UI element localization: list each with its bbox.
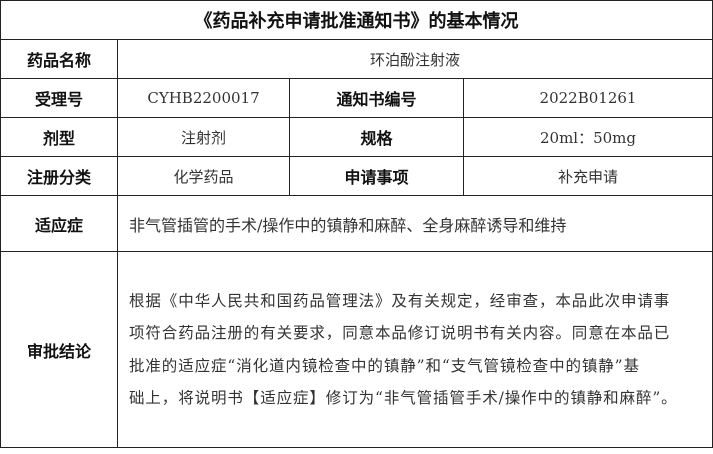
drug-name-label: 药品名称 [0,39,118,79]
registration-class-label: 注册分类 [0,156,118,196]
acceptance-no-value: CYHB2200017 [117,78,290,118]
conclusion-label: 审批结论 [0,251,118,448]
indication-value: 非气管插管的手术/操作中的镇静和麻醉、全身麻醉诱导和维持 [117,195,713,252]
dosage-form-value: 注射剂 [117,117,290,157]
conclusion-line: 根据《中华人民共和国药品管理法》及有关规定，经审查，本品此次申请事 [129,291,671,310]
specification-value: 20ml：50mg [463,117,713,157]
notice-no-value: 2022B01261 [463,78,713,118]
conclusion-line: 项符合药品注册的有关要求，同意本品修订说明书有关内容。同意在本品已 [129,324,671,342]
specification-label: 规格 [289,117,464,157]
drug-name-value: 环泊酚注射液 [117,39,713,79]
conclusion-line: 批准的适应症“消化道内镜检查中的镇静”和“支气管镜检查中的镇静”基 [129,356,640,375]
conclusion-line: 础上，将说明书【适应症】修订为“非气管插管手术/操作中的镇静和麻醉”。 [129,389,678,407]
acceptance-no-label: 受理号 [0,78,118,118]
application-item-value: 补充申请 [463,156,713,196]
table-title: 《药品补充申请批准通知书》的基本情况 [0,0,713,40]
notice-no-label: 通知书编号 [289,78,464,118]
indication-label: 适应症 [0,195,118,252]
conclusion-text: 根据《中华人民共和国药品管理法》及有关规定，经审查，本品此次申请事 项符合药品注… [117,251,713,448]
application-item-label: 申请事项 [289,156,464,196]
dosage-form-label: 剂型 [0,117,118,157]
registration-class-value: 化学药品 [117,156,290,196]
